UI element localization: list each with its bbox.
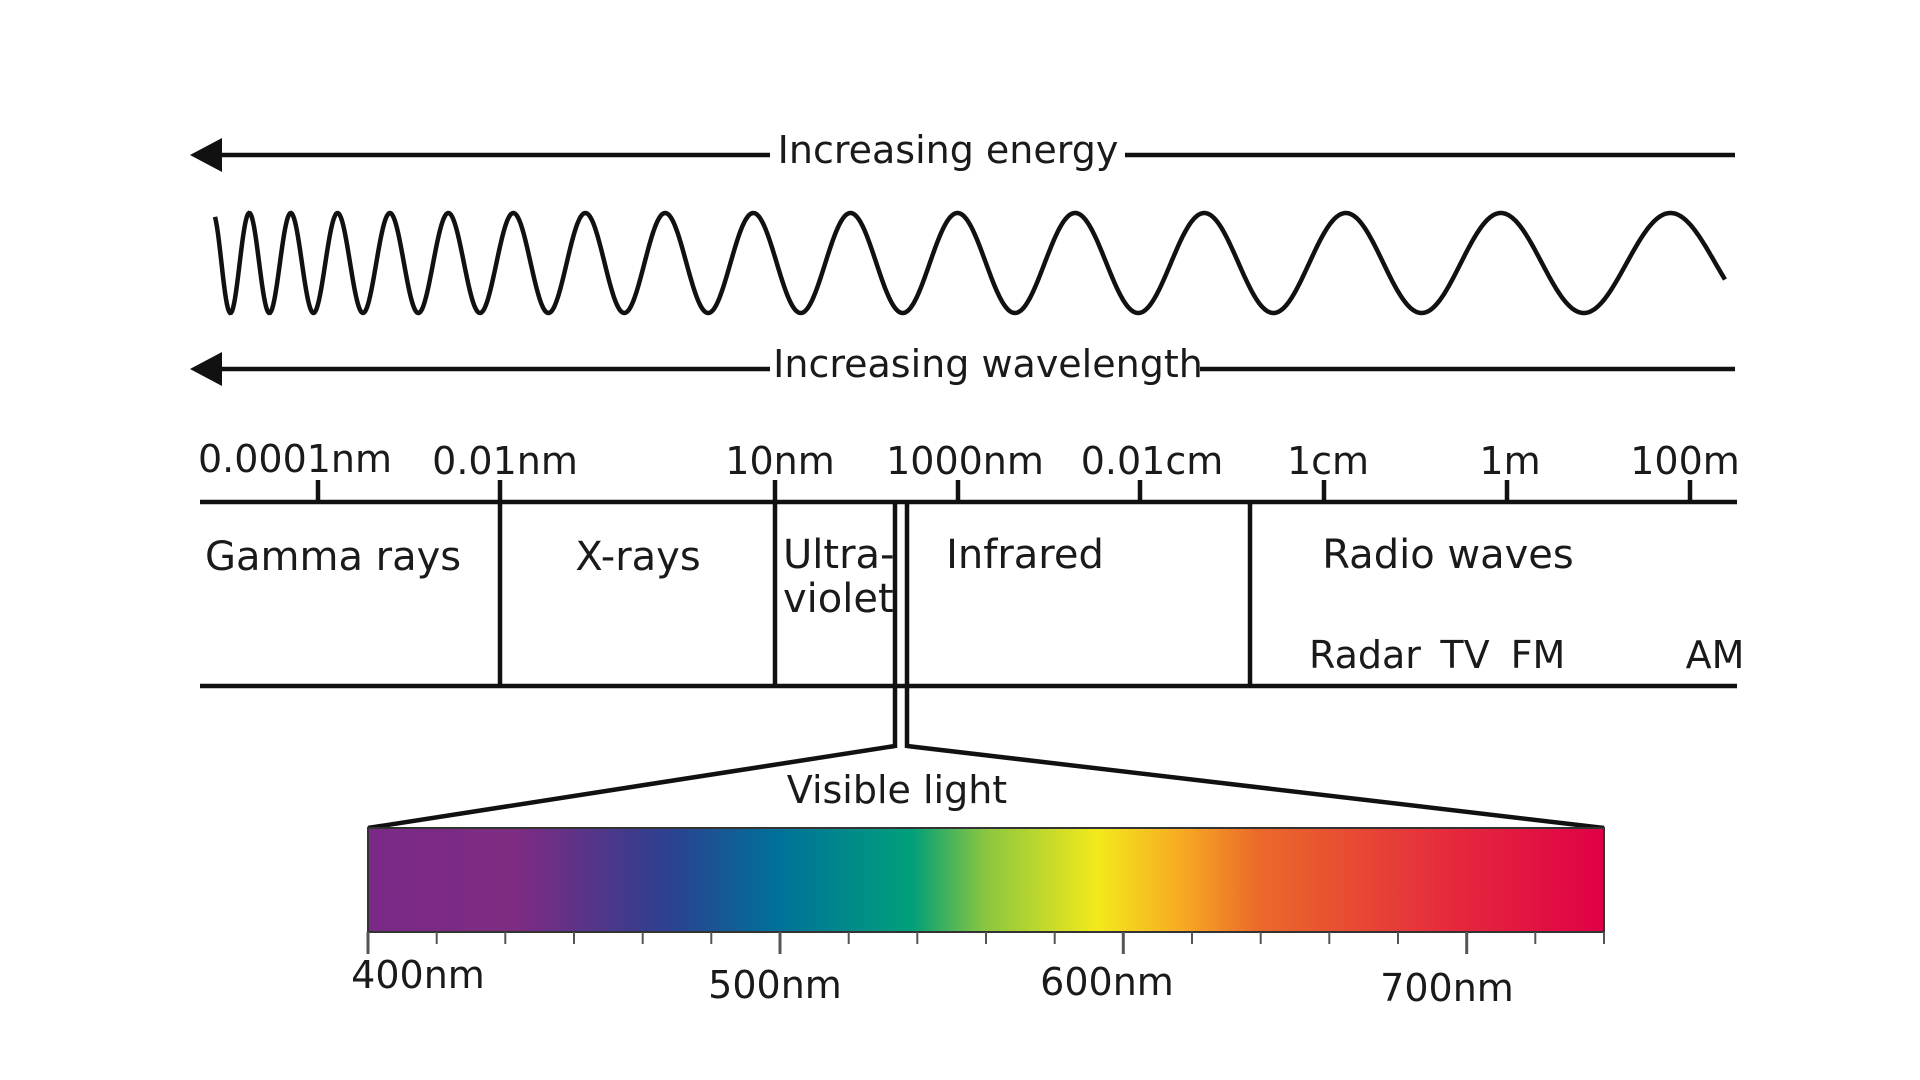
wave-graphic [212,210,1727,316]
radio-am: AM [1686,633,1745,677]
band-radio: Radio waves [1322,532,1573,578]
scale-label-7: 100m [1630,439,1740,483]
spectrum-bar [367,827,1605,933]
scale-label-6: 1m [1479,439,1540,483]
visible-light-label: Visible light [787,768,1007,812]
wavelength-arrow: Increasing wavelength [190,342,1735,386]
radio-fm: FM [1511,633,1566,677]
band-uv-line1: Ultra- [783,532,894,578]
scale-label-2: 10nm [725,439,834,483]
scale-label-3: 1000nm [886,439,1044,483]
band-gamma: Gamma rays [205,534,461,580]
energy-label: Increasing energy [778,128,1119,172]
band-table: Gamma rays X-rays Ultra- violet Infrared… [200,502,1744,748]
band-uv-line2: violet [783,576,894,622]
energy-arrow: Increasing energy [190,128,1735,172]
visible-funnel: Visible light [367,743,1605,831]
wavelength-scale: 0.0001nm 0.01nm 10nm 1000nm 0.01cm 1cm 1… [198,437,1740,505]
wavelength-label: Increasing wavelength [773,342,1203,386]
visible-tick-500: 500nm [708,963,842,1007]
scale-label-4: 0.01cm [1081,439,1224,483]
spectrum-ticks [366,932,1605,954]
visible-tick-600: 600nm [1040,960,1174,1004]
visible-tick-400: 400nm [351,953,485,997]
band-xray: X-rays [575,534,700,580]
visible-tick-700: 700nm [1380,966,1514,1010]
scale-label-0: 0.0001nm [198,437,392,481]
band-infrared: Infrared [946,532,1104,578]
radio-tv: TV [1439,633,1489,677]
scale-label-1: 0.01nm [432,439,578,483]
visible-spectrum: 400nm 500nm 600nm 700nm [351,827,1605,1010]
radio-radar: Radar [1309,633,1421,677]
scale-label-5: 1cm [1287,439,1369,483]
